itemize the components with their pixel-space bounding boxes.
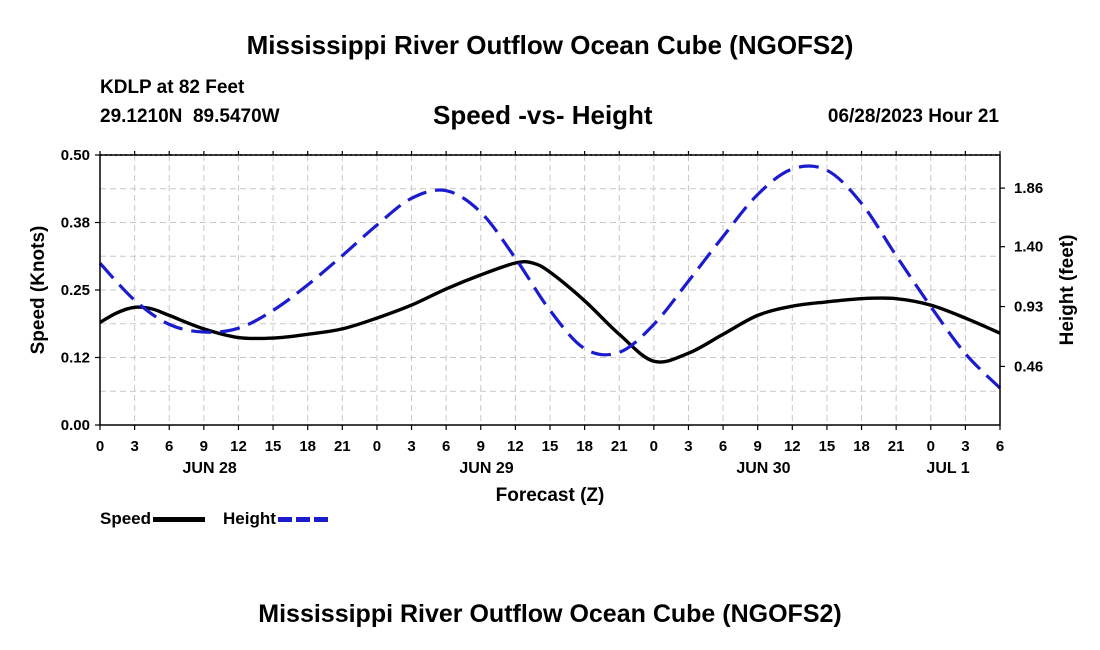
x-tick-label: 15	[819, 438, 836, 455]
x-tick-label: 18	[853, 438, 870, 455]
x-tick-label: 9	[477, 438, 485, 455]
x-tick-label: 15	[265, 438, 282, 455]
x-tick-label: 12	[507, 438, 524, 455]
legend-height-swatch	[277, 516, 330, 522]
x-tick-label: 9	[200, 438, 208, 455]
y-axis-left-label: Speed (Knots)	[28, 226, 49, 355]
x-axis-label: Forecast (Z)	[496, 485, 605, 506]
y-axis-right-label: Height (feet)	[1057, 235, 1078, 346]
legend-height-label: Height	[223, 509, 276, 528]
x-tick-label: 12	[230, 438, 247, 455]
y-left-tick-label: 0.25	[61, 282, 90, 299]
date-label: JUL 1	[926, 460, 969, 477]
x-tick-label: 18	[576, 438, 593, 455]
x-tick-label: 9	[754, 438, 762, 455]
x-tick-label: 18	[299, 438, 316, 455]
date-label: JUN 29	[459, 460, 513, 477]
speed-series-line	[99, 259, 1001, 364]
date-label: JUN 30	[736, 460, 790, 477]
x-tick-label: 0	[650, 438, 658, 455]
x-tick-label: 6	[442, 438, 450, 455]
x-tick-label: 3	[961, 438, 969, 455]
x-tick-label: 6	[996, 438, 1004, 455]
footer-title: Mississippi River Outflow Ocean Cube (NG…	[258, 600, 842, 628]
x-tick-label: 21	[611, 438, 628, 455]
y-right-tick-label: 0.46	[1014, 358, 1043, 375]
y-left-tick-label: 0.50	[61, 147, 90, 164]
x-tick-label: 15	[542, 438, 559, 455]
forecast-datetime: 06/28/2023 Hour 21	[827, 106, 999, 127]
x-tick-label: 12	[784, 438, 801, 455]
chart-title: Speed -vs- Height	[433, 100, 653, 130]
page-title: Mississippi River Outflow Ocean Cube (NG…	[246, 30, 854, 60]
x-tick-label: 0	[96, 438, 104, 455]
x-tick-label: 3	[407, 438, 415, 455]
height-series-line	[98, 164, 1002, 390]
x-tick-label: 0	[927, 438, 935, 455]
station-name: KDLP at 82 Feet	[100, 77, 245, 98]
y-right-tick-label: 0.93	[1014, 299, 1043, 316]
x-tick-label: 6	[719, 438, 727, 455]
legend-speed-label: Speed	[100, 509, 152, 528]
y-right-tick-label: 1.40	[1014, 239, 1043, 256]
x-tick-label: 3	[130, 438, 138, 455]
station-coords: 29.1210N 89.5470W	[100, 106, 280, 127]
x-tick-label: 6	[165, 438, 173, 455]
y-left-tick-label: 0.38	[61, 215, 90, 232]
date-label: JUN 28	[182, 460, 236, 477]
legend: Speed Height	[100, 509, 330, 529]
y-right-tick-label: 1.86	[1014, 180, 1043, 197]
y-left-tick-label: 0.12	[61, 350, 90, 367]
x-tick-label: 3	[684, 438, 692, 455]
x-tick-label: 0	[373, 438, 381, 455]
y-left-tick-label: 0.00	[61, 417, 90, 434]
x-tick-label: 21	[888, 438, 905, 455]
x-tick-label: 21	[334, 438, 351, 455]
legend-speed-swatch	[153, 516, 206, 522]
